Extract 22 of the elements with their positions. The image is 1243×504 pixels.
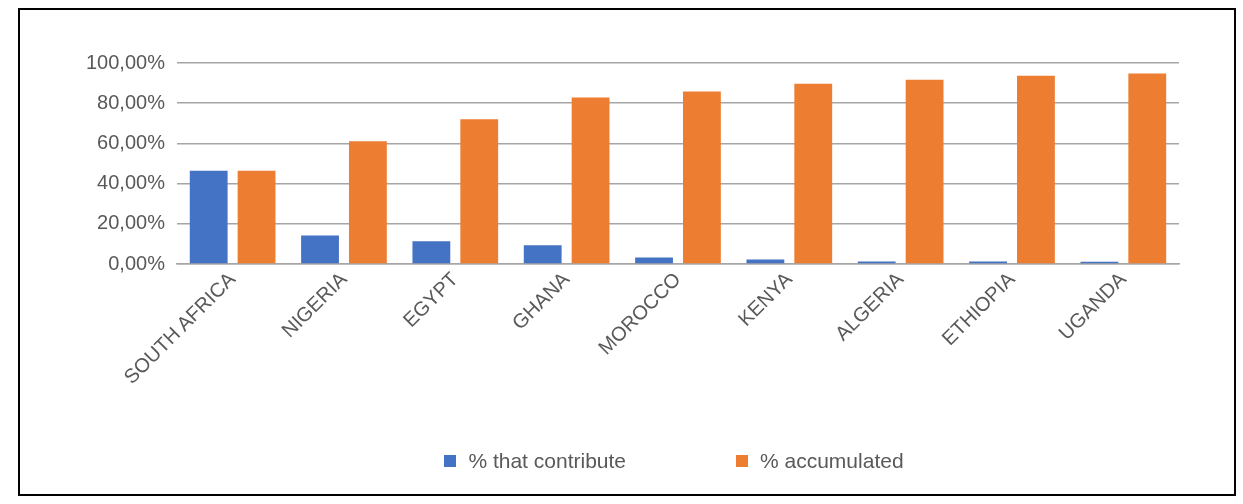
bar — [237, 170, 276, 264]
y-tick-label: 100,00% — [85, 50, 166, 73]
y-tick-label: 40,00% — [97, 171, 166, 194]
bar — [1128, 73, 1167, 264]
bar — [523, 245, 562, 264]
y-tick-label: 80,00% — [97, 90, 166, 113]
bar — [348, 141, 387, 264]
y-tick-label: 60,00% — [97, 130, 166, 153]
legend-label: % that contribute — [468, 449, 626, 473]
bar — [189, 170, 228, 264]
bar — [460, 119, 499, 264]
bar — [683, 91, 721, 264]
bar — [905, 79, 944, 264]
y-tick-label: 0,00% — [108, 251, 166, 274]
legend-label: % accumulated — [760, 449, 904, 473]
y-tick-label: 20,00% — [97, 211, 166, 234]
bar — [1017, 75, 1055, 264]
bar — [746, 259, 785, 264]
bar — [412, 241, 451, 264]
bar — [571, 97, 610, 264]
bar — [301, 235, 339, 264]
bar — [794, 83, 833, 264]
